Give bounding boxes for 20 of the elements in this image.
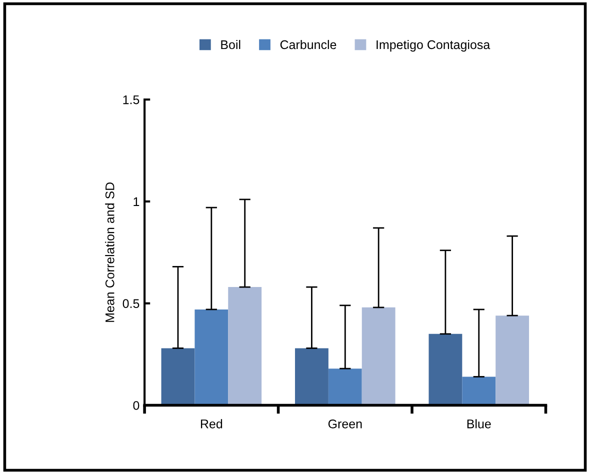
y-tick-label: 0.5 [122,299,140,308]
legend-label: Impetigo Contagiosa [376,40,490,52]
bar [161,348,195,406]
x-tick-label: Blue [467,419,491,428]
x-tick-label: Red [200,419,222,428]
y-axis-title: Mean Correlation and SD [105,182,114,322]
bar [496,316,530,406]
bar [194,309,228,406]
bar [428,334,462,406]
y-tick-label: 1 [134,197,140,206]
legend-label: Boil [221,40,240,50]
bar [295,348,328,406]
bar [328,368,362,406]
y-tick-label: 1.5 [123,95,140,104]
bar [462,376,496,406]
bar [228,287,262,406]
legend-label: Carbuncle [280,40,336,50]
y-tick-label: 0 [133,401,140,410]
x-tick-label: Green [328,419,362,428]
bar [362,307,396,406]
